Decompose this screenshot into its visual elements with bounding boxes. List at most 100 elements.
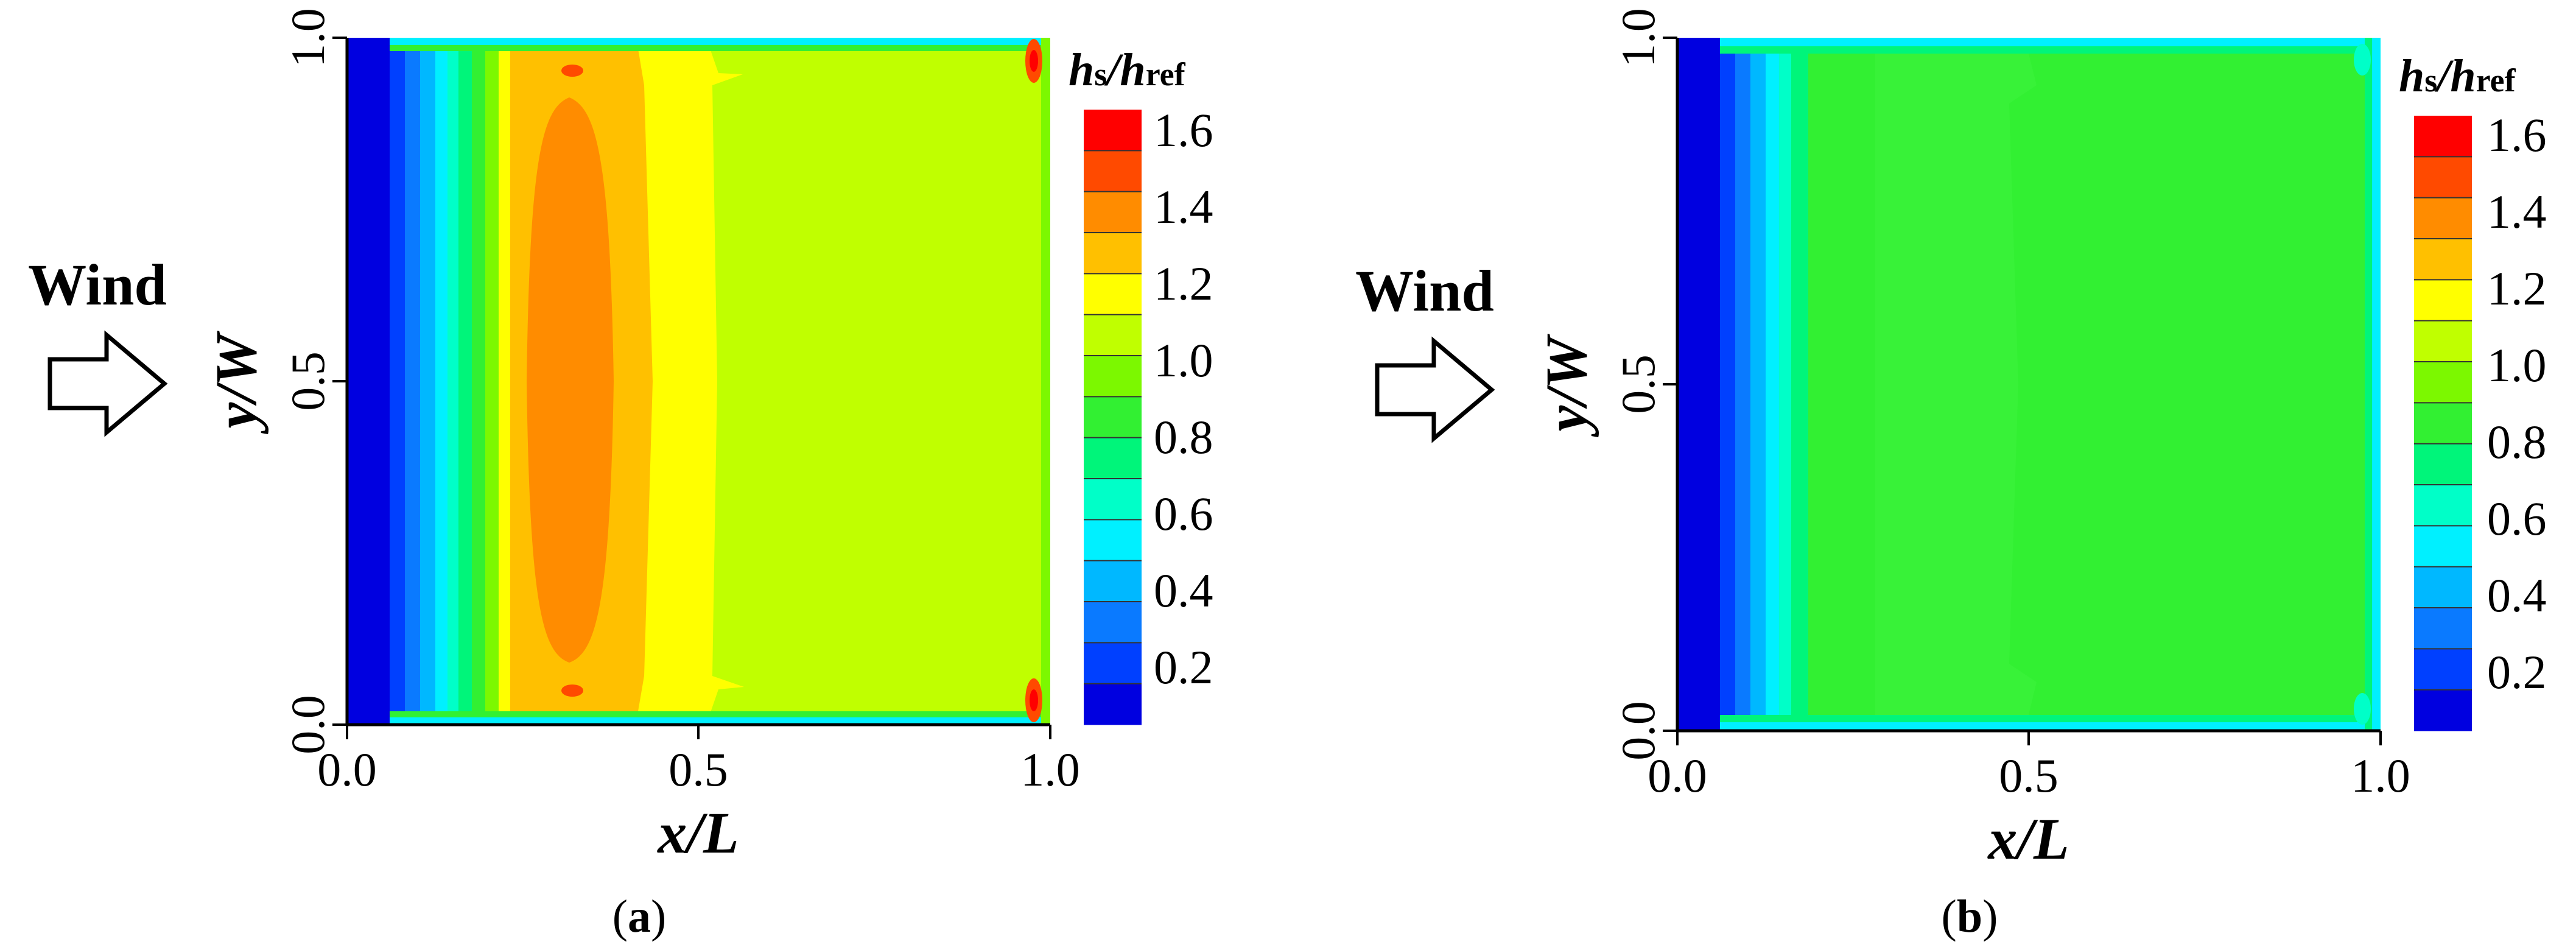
colorbar-b-segment <box>2414 526 2472 568</box>
colorbar-b-segment <box>2414 280 2472 322</box>
contour-field-b <box>1677 38 2381 731</box>
contour-a-level-1-5 <box>527 97 614 663</box>
contour-b-level-0-7 <box>1791 38 1808 731</box>
colorbar-b-segment <box>2414 443 2472 485</box>
contour-a-level-0-8 <box>458 38 472 725</box>
colorbar-b-tick-1: 0.4 <box>2487 569 2547 622</box>
y-axis-label-a: y/W <box>203 331 268 434</box>
contour-b-bottom-strip-2 <box>1720 715 2381 722</box>
colorbar-b-segment <box>2414 566 2472 608</box>
colorbar-b-tick-7: 1.6 <box>2487 108 2547 161</box>
y-tick-label-a-0: 0.0 <box>281 695 334 755</box>
contour-b-right-edge-2 <box>2365 38 2372 731</box>
contour-a-bottom-strip-2 <box>390 711 1050 717</box>
contour-a-level-1-1 <box>485 38 499 725</box>
y-tick-label-b-2: 1.0 <box>1612 8 1665 68</box>
colorbar-b-tick-5: 1.2 <box>2487 262 2547 315</box>
contour-a-level-1-0 <box>472 38 485 725</box>
hotspot-a-top-core <box>1030 50 1038 72</box>
x-tick-label-a-2: 1.0 <box>1020 743 1080 796</box>
colorbar-a-segment <box>1084 314 1142 356</box>
contour-a-top-strip-2 <box>390 45 1050 51</box>
contour-b-level-0-9 <box>1875 49 2037 720</box>
contour-b-level-0-6 <box>1779 38 1791 731</box>
panel-label-a: (a) <box>612 891 667 942</box>
colorbar-b-segment <box>2414 320 2472 362</box>
contour-a-level-0-2 <box>390 38 405 725</box>
colorbar-a-tick-2: 0.6 <box>1154 487 1213 540</box>
x-axis-label-b: x/L <box>1987 806 2069 871</box>
colorbar-a-segment <box>1084 642 1142 684</box>
contour-a-level-0-1 <box>347 38 390 725</box>
colorbar-b-tick-2: 0.6 <box>2487 492 2547 545</box>
contour-b-level-0-3 <box>1735 38 1750 731</box>
x-axis-label-a: x/L <box>656 800 739 865</box>
colorbar-title-b: hs/href <box>2399 51 2516 102</box>
contour-b-top-strip-2 <box>1720 46 2381 54</box>
colorbar-b-tick-4: 1.0 <box>2487 339 2547 392</box>
colorbar-a-tick-0: 0.2 <box>1154 641 1213 694</box>
colorbar-a-segment <box>1084 191 1142 233</box>
contour-b-level-0-1 <box>1677 38 1720 731</box>
colorbar-a-segment <box>1084 437 1142 479</box>
panel-a: 0.0 0.5 1.0 0.0 0.5 1.0 x/L y/W Wind hs/… <box>28 8 1213 942</box>
colorbar-b-segment <box>2414 362 2472 403</box>
colorbar-b-segment <box>2414 649 2472 691</box>
colorbar-a-ticks: 0.2 0.4 0.6 0.8 1.0 1.2 1.4 1.6 <box>1154 104 1213 694</box>
y-tick-label-a-1: 0.5 <box>281 351 334 411</box>
panel-letter-b: b <box>1957 891 1982 942</box>
colorbar-a-segment <box>1084 560 1142 602</box>
spot-b-top-corner <box>2354 44 2371 76</box>
colorbar-b-ticks: 0.2 0.4 0.6 0.8 1.0 1.2 1.4 1.6 <box>2487 108 2547 698</box>
y-tick-label-b-0: 0.0 <box>1612 701 1665 761</box>
contour-a-level-0-5 <box>435 38 447 725</box>
y-ticks-b <box>1663 37 1677 732</box>
contour-a-right-edge <box>1041 38 1050 725</box>
contour-a-level-0-6 <box>447 38 458 725</box>
colorbar-a-segment <box>1084 602 1142 643</box>
contour-b-level-0-5 <box>1766 38 1779 731</box>
colorbar-b-segment <box>2414 689 2472 731</box>
y-tick-label-b-1: 0.5 <box>1612 354 1665 414</box>
x-tick-label-b-0: 0.0 <box>1648 749 1707 802</box>
x-tick-label-a-0: 0.0 <box>317 743 377 796</box>
y-axis-label-b: y/W <box>1534 334 1599 437</box>
panel-label-b: (b) <box>1942 891 1998 942</box>
contour-a-top-strip-1 <box>390 38 1050 45</box>
colorbar-a-segment <box>1084 233 1142 274</box>
wind-label-b: Wind <box>1355 258 1494 323</box>
colorbar-b-segment <box>2414 608 2472 649</box>
colorbar-a-tick-7: 1.6 <box>1154 104 1213 157</box>
colorbar-a <box>1084 110 1142 725</box>
contour-a-bottom-strip-1 <box>390 717 1050 725</box>
x-ticks-a <box>346 725 1051 739</box>
y-tick-label-a-2: 1.0 <box>281 8 334 68</box>
panel-b: 0.0 0.5 1.0 0.0 0.5 1.0 x/L y/W Wind hs/… <box>1355 8 2546 942</box>
contour-b-level-0-2 <box>1720 38 1735 731</box>
contour-b-level-0-4 <box>1750 38 1766 731</box>
contour-a-level-0-3 <box>405 38 420 725</box>
colorbar-a-tick-5: 1.2 <box>1154 257 1213 310</box>
spot-b-bottom-corner <box>2354 693 2371 725</box>
contour-b-top-strip-1 <box>1720 38 2381 46</box>
y-ticks-a <box>332 37 347 726</box>
colorbar-b-tick-6: 1.4 <box>2487 185 2547 238</box>
colorbar-a-segment <box>1084 396 1142 438</box>
spot-a-top-core <box>561 65 583 77</box>
colorbar-a-tick-6: 1.4 <box>1154 180 1213 233</box>
colorbar-a-tick-3: 0.8 <box>1154 410 1213 463</box>
colorbar-a-segment <box>1084 356 1142 397</box>
wind-arrow-icon <box>47 330 168 437</box>
colorbar-a-segment <box>1084 110 1142 151</box>
spot-a-bottom-core <box>561 684 583 697</box>
wind-label-a: Wind <box>28 252 167 317</box>
colorbar-a-segment <box>1084 273 1142 315</box>
colorbar-title-a: hs/href <box>1069 44 1186 96</box>
contour-b-bottom-strip-1 <box>1720 722 2381 731</box>
panel-letter-a: a <box>628 891 651 942</box>
colorbar-b-segment <box>2414 485 2472 526</box>
contour-b-right-edge-1 <box>2372 38 2381 731</box>
wind-arrow-icon <box>1375 336 1495 443</box>
colorbar-b-segment <box>2414 239 2472 280</box>
